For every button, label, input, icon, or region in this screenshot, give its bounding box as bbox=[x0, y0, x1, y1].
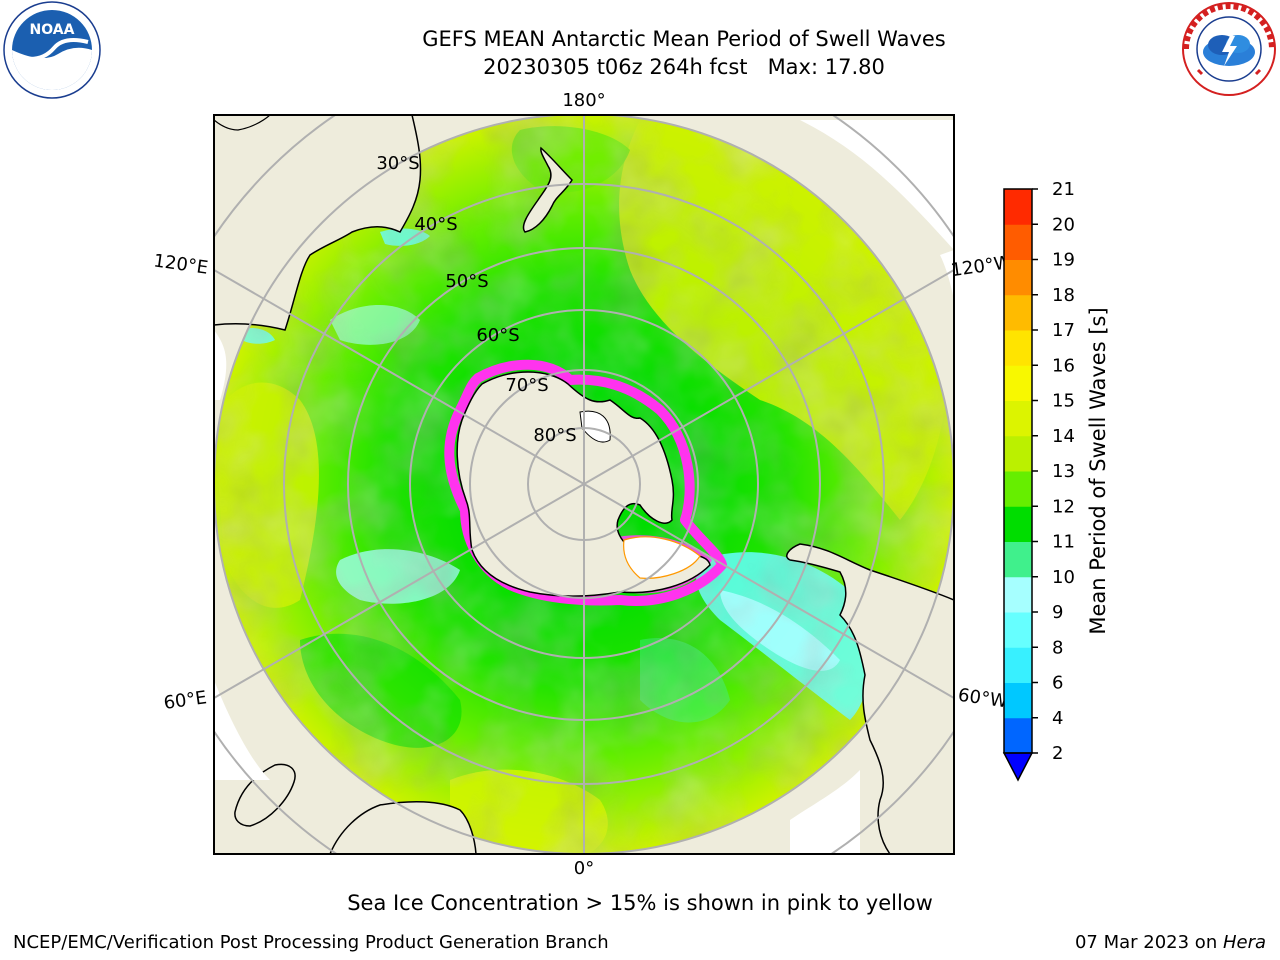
colorbar-tick-label: 17 bbox=[1052, 320, 1075, 341]
new-zealand-land bbox=[522, 146, 573, 233]
colorbar-segment bbox=[1004, 717, 1032, 754]
lat-label-50s: 50°S bbox=[445, 271, 488, 292]
colorbar-segment bbox=[1004, 471, 1032, 507]
lon-label-60e: 60°E bbox=[162, 687, 208, 714]
noaa-logo-text: NOAA bbox=[30, 22, 75, 38]
australia-land bbox=[214, 115, 422, 331]
colorbar-segment bbox=[1004, 506, 1032, 542]
colorbar-tick-label: 20 bbox=[1052, 214, 1075, 235]
colorbar-tick-label: 18 bbox=[1052, 285, 1075, 306]
noaa-logo: NOAA bbox=[3, 1, 101, 99]
colorbar-under-arrow bbox=[1002, 752, 1034, 782]
chart-subtitle: 20230305 t06z 264h fcst Max: 17.80 bbox=[483, 55, 885, 79]
colorbar-tick-label: 13 bbox=[1052, 461, 1075, 482]
chart-title: GEFS MEAN Antarctic Mean Period of Swell… bbox=[422, 27, 946, 51]
sea-ice-fringe bbox=[444, 359, 727, 606]
colorbar-segment bbox=[1004, 612, 1032, 648]
colorbar-segment bbox=[1004, 435, 1032, 472]
colorbar-segment bbox=[1004, 330, 1032, 366]
footer-date-text: 07 Mar 2023 on bbox=[1074, 932, 1223, 953]
colorbar-tick-label: 12 bbox=[1052, 496, 1075, 517]
colorbar-tick-label: 19 bbox=[1052, 250, 1075, 271]
colorbar-tick-label: 4 bbox=[1052, 708, 1063, 729]
south-america-land bbox=[786, 543, 954, 854]
colorbar-segment bbox=[1004, 294, 1032, 331]
lat-label-70s: 70°S bbox=[505, 375, 548, 396]
colorbar-segment bbox=[1004, 189, 1032, 225]
colorbar-segment bbox=[1004, 224, 1032, 260]
colorbar-tick-label: 6 bbox=[1052, 673, 1063, 694]
footer-date: 07 Mar 2023 on Hera bbox=[1075, 932, 1266, 953]
colorbar-segment bbox=[1004, 576, 1032, 613]
colorbar-tick-label: 15 bbox=[1052, 391, 1075, 412]
lat-label-60s: 60°S bbox=[476, 325, 519, 346]
colorbar-segment bbox=[1004, 647, 1032, 683]
lon-label-120e: 120°E bbox=[152, 250, 209, 278]
colorbar-ticks: 2 4 6 8 9 10 11 12 13 14 15 16 17 18 19 20 21 bbox=[1032, 179, 1075, 764]
colorbar-segment bbox=[1004, 541, 1032, 578]
lat-label-80s: 80°S bbox=[533, 425, 576, 446]
footer-branch: NCEP/EMC/Verification Post Processing Pr… bbox=[13, 932, 609, 953]
colorbar-segment bbox=[1004, 259, 1032, 296]
colorbar-tick-label: 11 bbox=[1052, 532, 1075, 553]
graticule bbox=[214, 115, 954, 854]
colorbar-label: Mean Period of Swell Waves [s] bbox=[1086, 307, 1110, 635]
colorbar-tick-label: 8 bbox=[1052, 637, 1063, 658]
colorbar-tick-label: 16 bbox=[1052, 355, 1075, 376]
colorbar-tick-label: 10 bbox=[1052, 567, 1075, 588]
lat-label-40s: 40°S bbox=[414, 214, 457, 235]
lon-label-180: 180° bbox=[562, 90, 605, 111]
lat-label-30s: 30°S bbox=[376, 153, 419, 174]
colorbar-segment bbox=[1004, 682, 1032, 719]
map-frame bbox=[213, 114, 955, 855]
footer-host: Hera bbox=[1222, 932, 1266, 953]
colorbar bbox=[1002, 188, 1034, 782]
nws-logo bbox=[1182, 2, 1276, 96]
colorbar-tick-label: 14 bbox=[1052, 426, 1075, 447]
africa-land bbox=[329, 800, 477, 854]
colorbar-tick-label: 21 bbox=[1052, 179, 1075, 200]
colorbar-segment bbox=[1004, 400, 1032, 437]
sea-ice-caption: Sea Ice Concentration > 15% is shown in … bbox=[347, 891, 933, 915]
colorbar-tick-label: 2 bbox=[1052, 743, 1063, 764]
lon-label-60w: 60°W bbox=[957, 685, 1009, 713]
colorbar-segment bbox=[1004, 365, 1032, 401]
colorbar-tick-label: 9 bbox=[1052, 602, 1063, 623]
lon-label-0: 0° bbox=[574, 858, 594, 879]
